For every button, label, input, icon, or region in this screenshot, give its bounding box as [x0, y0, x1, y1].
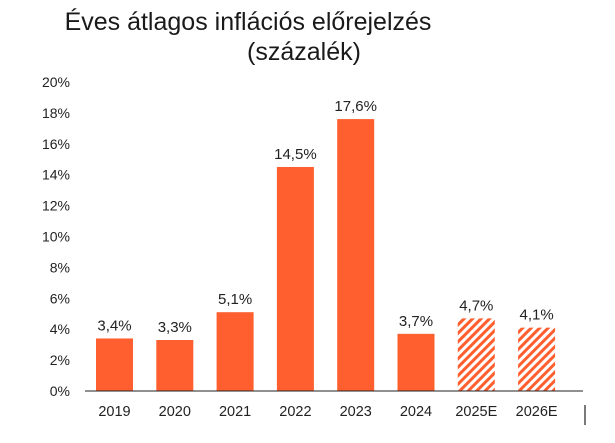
y-tick-label: 2%: [50, 352, 70, 368]
y-tick-label: 16%: [42, 136, 70, 152]
bar: [337, 119, 375, 391]
x-tick-label: 2026E: [516, 404, 558, 420]
x-tick-label: 2022: [279, 404, 311, 420]
bars: 3,4% 3,3% 5,1% 14,5% 17,6% 3,7% 4,7% 4,1%: [96, 98, 556, 391]
bar: [397, 333, 435, 391]
y-tick-label: 0%: [50, 383, 70, 399]
y-tick-label: 8%: [50, 259, 70, 275]
data-label: 14,5%: [274, 146, 317, 163]
x-tick-label: 2019: [98, 404, 130, 420]
bar: [216, 312, 254, 391]
x-tick-label: 2024: [400, 404, 432, 420]
y-tick-label: 4%: [50, 321, 70, 337]
y-tick-label: 20%: [42, 74, 70, 90]
y-tick-label: 10%: [42, 229, 70, 245]
y-tick-label: 12%: [42, 198, 70, 214]
data-label: 5,1%: [218, 291, 252, 308]
y-tick-label: 6%: [50, 290, 70, 306]
chart-title-line-2: (százalék): [247, 38, 361, 66]
bar-forecast: [518, 327, 556, 391]
data-label: 3,7%: [399, 313, 433, 330]
data-label: 4,1%: [519, 307, 553, 324]
y-tick-label: 18%: [42, 105, 70, 121]
data-label: 17,6%: [334, 98, 377, 115]
x-tick-label: 2025E: [455, 404, 497, 420]
bar-forecast: [457, 318, 495, 391]
x-tick-label: 2021: [219, 404, 251, 420]
bar: [276, 166, 314, 391]
y-axis: 0% 2% 4% 6% 8% 10% 12% 14% 16% 18% 20%: [42, 74, 70, 399]
data-label: 4,7%: [459, 297, 493, 314]
y-tick-label: 14%: [42, 167, 70, 183]
x-tick-label: 2023: [340, 404, 372, 420]
chart-title-line-1: Éves átlagos inflációs előrejelzés: [65, 7, 432, 36]
data-label: 3,3%: [158, 319, 192, 336]
x-axis: 2019 2020 2021 2022 2023 2024 2025E 2026E: [85, 390, 586, 425]
bar: [156, 340, 194, 391]
data-label: 3,4%: [97, 317, 131, 334]
x-tick-label: 2020: [159, 404, 191, 420]
bar: [96, 338, 133, 391]
